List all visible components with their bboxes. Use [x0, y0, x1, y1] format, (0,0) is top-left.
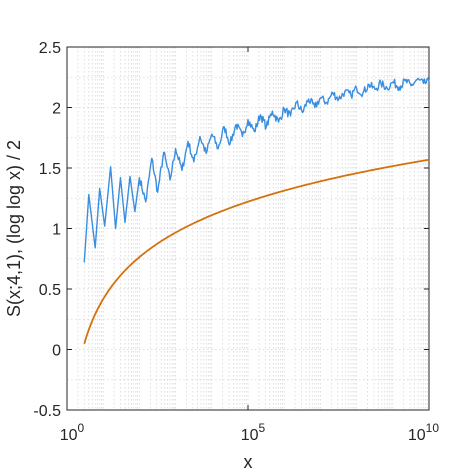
x-tick-label: 105 — [241, 421, 266, 444]
y-tick-label: 0.5 — [39, 282, 61, 299]
series-line-loglog — [83, 158, 430, 345]
x-tick-label: 100 — [60, 421, 85, 444]
y-tick-label: 2.5 — [39, 40, 61, 57]
y-tick-label: -0.5 — [33, 403, 61, 420]
ticks: -0.5 0 0.5 1 1.5 2 2.5 100 105 1010 — [33, 40, 439, 444]
x-axis-label: x — [244, 452, 253, 472]
y-tick-label: 2 — [52, 101, 61, 118]
y-tick-label: 1.5 — [39, 161, 61, 178]
series-line-s — [83, 77, 430, 263]
grid — [67, 47, 429, 410]
x-tick-label: 1010 — [408, 421, 439, 444]
y-axis-label: S(x;4,1), (log log x) / 2 — [4, 140, 24, 317]
lines — [83, 77, 430, 345]
y-tick-label: 1 — [52, 222, 61, 239]
y-tick-label: 0 — [52, 343, 61, 360]
